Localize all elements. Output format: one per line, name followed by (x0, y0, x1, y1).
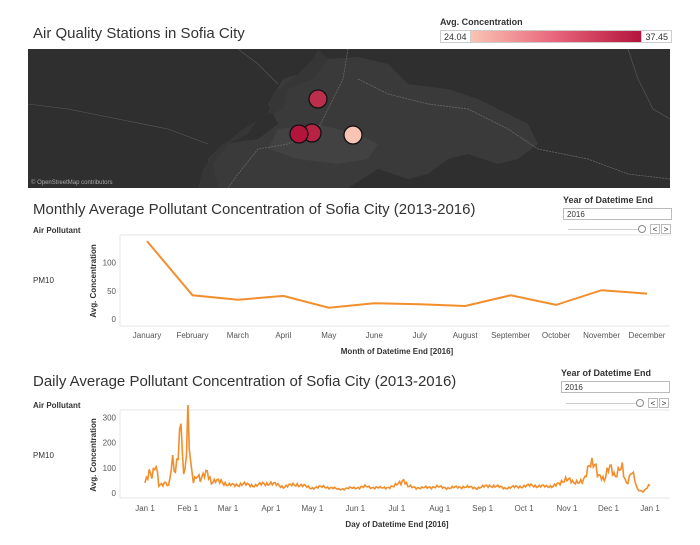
monthly-data-point[interactable] (508, 292, 514, 298)
daily-x-tick-label: Jan 1 (135, 504, 155, 513)
monthly-data-point[interactable] (280, 293, 286, 299)
daily-year-filter-input[interactable]: 2016 (561, 381, 670, 393)
monthly-year-filter-input[interactable]: 2016 (563, 208, 672, 220)
map-region-shape (208, 57, 538, 188)
daily-year-next-button[interactable]: > (659, 398, 669, 408)
daily-year-slider-track[interactable] (566, 403, 641, 404)
daily-x-tick-label: Jan 1 (640, 504, 660, 513)
station-marker[interactable] (343, 125, 363, 145)
monthly-y-tick-label: 0 (112, 315, 117, 324)
monthly-year-prev-button[interactable]: < (650, 224, 660, 234)
daily-x-tick-label: Dec 1 (598, 504, 619, 513)
daily-chart-title: Daily Average Pollutant Concentration of… (33, 373, 457, 390)
daily-year-filter-label: Year of Datetime End (561, 368, 652, 378)
map-boundary-line-2 (357, 78, 670, 180)
monthly-x-tick-label: December (629, 331, 666, 340)
legend-title: Avg. Concentration (440, 17, 523, 27)
daily-year-slider-knob[interactable] (636, 399, 644, 407)
monthly-data-point[interactable] (371, 300, 377, 306)
monthly-y-tick-label: 100 (103, 259, 117, 268)
legend-max-value: 37.45 (641, 30, 672, 43)
map-canvas (28, 49, 670, 188)
daily-x-tick-label: Jul 1 (388, 504, 405, 513)
monthly-data-point[interactable] (144, 238, 150, 244)
monthly-x-tick-label: January (133, 331, 161, 340)
monthly-x-tick-label: October (542, 331, 571, 340)
monthly-data-point[interactable] (326, 305, 332, 311)
monthly-x-axis-title: Month of Datetime End [2016] (341, 347, 454, 356)
daily-x-tick-label: Aug 1 (429, 504, 450, 513)
daily-x-axis-title: Day of Datetime End [2016] (345, 520, 448, 529)
daily-x-tick-label: Feb 1 (178, 504, 199, 513)
monthly-x-tick-label: July (413, 331, 427, 340)
daily-x-tick-label: Mar 1 (218, 504, 239, 513)
map-boundary-line-3 (28, 103, 209, 145)
daily-series-line[interactable] (144, 405, 651, 494)
daily-x-tick-label: Oct 1 (515, 504, 535, 513)
monthly-series-line[interactable] (146, 240, 648, 309)
map-boundary-line-5 (237, 49, 279, 85)
monthly-row-label: PM10 (33, 276, 54, 285)
monthly-x-tick-label: March (227, 331, 249, 340)
monthly-data-point[interactable] (644, 291, 650, 297)
monthly-x-tick-label: May (321, 331, 336, 340)
monthly-data-point[interactable] (417, 301, 423, 307)
legend-gradient (470, 30, 642, 43)
daily-x-tick-label: May 1 (302, 504, 324, 513)
daily-y-axis-title: Avg. Concentration (89, 418, 98, 492)
daily-y-tick-label: 300 (103, 414, 117, 423)
daily-x-tick-label: Apr 1 (261, 504, 281, 513)
map-boundary-line-4 (627, 49, 670, 120)
station-marker[interactable] (289, 124, 309, 144)
station-marker[interactable] (308, 89, 328, 109)
daily-y-tick-label: 100 (103, 464, 117, 473)
monthly-x-tick-label: August (453, 331, 479, 340)
monthly-year-slider-track[interactable] (568, 229, 643, 230)
monthly-y-axis-title: Avg. Concentration (89, 244, 98, 318)
map-region-shape-2 (198, 49, 328, 188)
daily-x-tick-label: Jun 1 (346, 504, 366, 513)
daily-y-tick-label: 0 (112, 489, 117, 498)
monthly-data-point[interactable] (462, 303, 468, 309)
monthly-data-point[interactable] (599, 287, 605, 293)
daily-y-tick-label: 200 (103, 439, 117, 448)
monthly-row-header: Air Pollutant (33, 226, 81, 235)
monthly-x-tick-label: June (366, 331, 384, 340)
daily-row-label: PM10 (33, 451, 54, 460)
legend-min-value: 24.04 (440, 30, 471, 43)
monthly-data-point[interactable] (235, 297, 241, 303)
monthly-y-tick-label: 50 (107, 287, 116, 296)
map-title: Air Quality Stations in Sofia City (33, 25, 245, 42)
monthly-x-tick-label: February (176, 331, 208, 340)
daily-line-chart[interactable]: Avg. Concentration Day of Datetime End [… (0, 405, 700, 540)
monthly-line-chart[interactable]: Avg. Concentration Month of Datetime End… (0, 230, 700, 360)
monthly-year-filter-label: Year of Datetime End (563, 195, 654, 205)
daily-row-header: Air Pollutant (33, 401, 81, 410)
color-legend: 24.04 37.45 (440, 30, 672, 43)
map-attribution: © OpenStreetMap contributors (31, 180, 113, 186)
daily-x-tick-label: Sep 1 (472, 504, 493, 513)
monthly-year-slider-knob[interactable] (638, 225, 646, 233)
monthly-x-tick-label: April (275, 331, 291, 340)
monthly-chart-title: Monthly Average Pollutant Concentration … (33, 201, 476, 218)
monthly-data-point[interactable] (553, 302, 559, 308)
station-map[interactable]: © OpenStreetMap contributors (28, 49, 670, 188)
daily-year-prev-button[interactable]: < (648, 398, 658, 408)
monthly-year-next-button[interactable]: > (661, 224, 671, 234)
daily-x-tick-label: Nov 1 (557, 504, 578, 513)
monthly-x-tick-label: November (583, 331, 620, 340)
monthly-data-point[interactable] (189, 292, 195, 298)
monthly-x-tick-label: September (491, 331, 530, 340)
